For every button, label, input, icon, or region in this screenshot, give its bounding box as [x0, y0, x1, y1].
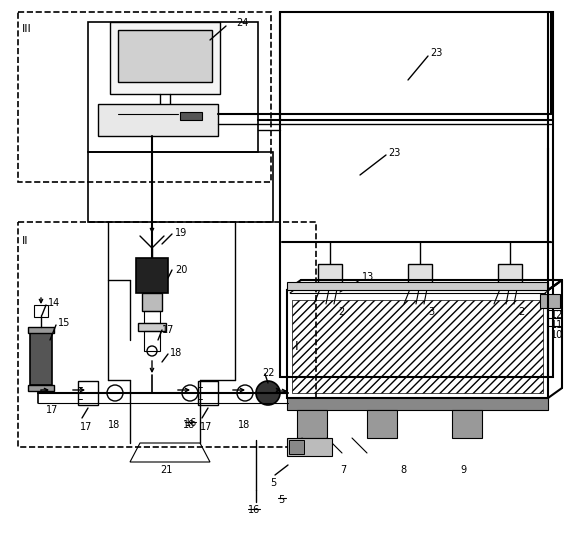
Bar: [318, 264, 342, 284]
Circle shape: [519, 401, 525, 407]
Bar: [144, 331, 160, 351]
Circle shape: [389, 401, 395, 407]
Bar: [408, 264, 432, 284]
Text: 24: 24: [236, 18, 248, 28]
Bar: [142, 293, 162, 311]
Circle shape: [419, 401, 425, 407]
Text: 20: 20: [175, 265, 187, 275]
Circle shape: [409, 401, 415, 407]
Bar: [280, 12, 553, 377]
Bar: [289, 440, 304, 454]
Text: 19: 19: [175, 228, 187, 238]
Text: 17: 17: [46, 405, 58, 415]
Circle shape: [459, 401, 465, 407]
Circle shape: [349, 401, 355, 407]
Bar: [287, 438, 332, 456]
Bar: [18, 12, 271, 182]
Bar: [144, 311, 160, 323]
Text: 14: 14: [48, 298, 60, 308]
Circle shape: [439, 401, 445, 407]
Bar: [287, 398, 548, 410]
Text: 5: 5: [278, 495, 284, 505]
Bar: [498, 264, 522, 284]
Text: 12: 12: [551, 310, 563, 320]
Bar: [180, 112, 202, 120]
Circle shape: [299, 401, 305, 407]
Text: 18: 18: [108, 420, 120, 430]
Bar: [452, 410, 482, 438]
Text: II: II: [22, 236, 28, 246]
Text: 8: 8: [400, 465, 406, 475]
Circle shape: [479, 401, 485, 407]
Bar: [367, 410, 397, 438]
Circle shape: [539, 401, 545, 407]
Text: 21: 21: [160, 465, 173, 475]
Text: 10: 10: [551, 330, 563, 340]
Text: 7: 7: [340, 465, 346, 475]
Bar: [88, 22, 258, 152]
Bar: [78, 381, 98, 405]
Bar: [28, 327, 54, 333]
Text: 5: 5: [270, 478, 276, 488]
Text: 16: 16: [248, 505, 260, 515]
Bar: [34, 305, 48, 317]
Bar: [198, 381, 218, 405]
Circle shape: [319, 401, 325, 407]
Text: 18: 18: [238, 420, 250, 430]
Text: 22: 22: [262, 368, 275, 378]
Circle shape: [469, 401, 475, 407]
Bar: [118, 30, 212, 82]
Text: 18: 18: [183, 420, 195, 430]
Polygon shape: [292, 300, 543, 393]
Text: 17: 17: [162, 325, 174, 335]
Text: 17: 17: [80, 422, 92, 432]
Circle shape: [289, 401, 295, 407]
Text: 9: 9: [460, 465, 466, 475]
Circle shape: [207, 119, 213, 125]
Text: 17: 17: [200, 422, 212, 432]
Bar: [110, 22, 220, 94]
Text: 2: 2: [518, 307, 524, 317]
Text: 23: 23: [388, 148, 400, 158]
Bar: [138, 323, 166, 331]
Circle shape: [449, 401, 455, 407]
Circle shape: [359, 401, 365, 407]
Circle shape: [429, 401, 435, 407]
Text: 18: 18: [170, 348, 182, 358]
Bar: [98, 104, 218, 136]
Circle shape: [499, 401, 505, 407]
Text: 3: 3: [428, 307, 434, 317]
Circle shape: [339, 401, 345, 407]
Bar: [18, 222, 316, 447]
Bar: [28, 385, 54, 391]
Circle shape: [256, 381, 280, 405]
Bar: [88, 152, 273, 222]
Circle shape: [369, 401, 375, 407]
Circle shape: [379, 401, 385, 407]
Bar: [287, 282, 548, 290]
Circle shape: [309, 401, 315, 407]
Circle shape: [489, 401, 495, 407]
Circle shape: [509, 401, 515, 407]
Bar: [30, 330, 52, 385]
Text: 2: 2: [338, 307, 344, 317]
Bar: [540, 294, 560, 308]
Bar: [297, 410, 327, 438]
Text: III: III: [22, 24, 32, 34]
Text: 15: 15: [58, 318, 70, 328]
Circle shape: [329, 401, 335, 407]
Text: 23: 23: [430, 48, 443, 58]
Bar: [287, 290, 548, 398]
Text: I: I: [295, 340, 299, 353]
Circle shape: [529, 401, 535, 407]
Text: 16: 16: [185, 418, 197, 428]
Text: 13: 13: [362, 272, 374, 282]
Circle shape: [399, 401, 405, 407]
Text: 11: 11: [551, 320, 563, 330]
Bar: [136, 258, 168, 293]
